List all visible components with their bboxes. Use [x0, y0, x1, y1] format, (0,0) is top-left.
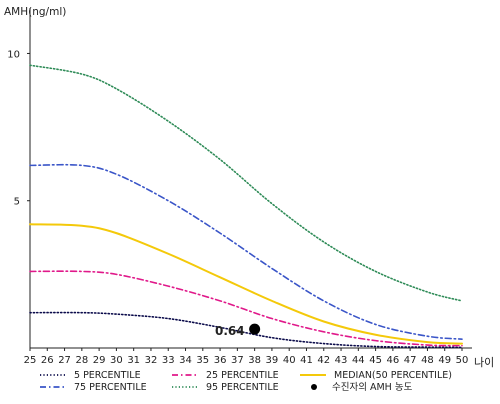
y-tick-label: 5 — [14, 197, 20, 208]
x-tick-label: 36 — [214, 355, 227, 366]
x-axis-title: 나이 — [474, 356, 494, 369]
x-tick-label: 46 — [387, 355, 400, 366]
series-lines — [29, 64, 463, 349]
patient-amh-marker — [249, 323, 261, 335]
legend-label: 95 PERCENTILE — [206, 382, 279, 393]
x-tick-label: 38 — [248, 355, 261, 366]
x-tick-label: 27 — [58, 355, 71, 366]
x-tick-label: 49 — [438, 355, 451, 366]
x-tick-label: 26 — [41, 355, 54, 366]
x-tick-label: 28 — [75, 355, 88, 366]
legend-label: 5 PERCENTILE — [74, 370, 141, 381]
x-tick-label: 29 — [93, 355, 106, 366]
x-tick-label: 32 — [145, 355, 158, 366]
x-tick-label: 47 — [404, 355, 417, 366]
series-line-median-50-percentile — [29, 223, 463, 345]
x-tick-label: 25 — [24, 355, 37, 366]
x-tick-label: 50 — [456, 355, 469, 366]
series-line-95-percentile — [29, 64, 463, 302]
legend: 5 PERCENTILE 25 PERCENTILE MEDIAN(50 PERCE… — [40, 370, 452, 393]
series-line-75-percentile — [29, 163, 463, 340]
series-line-5-percentile — [29, 311, 463, 349]
x-tick-label: 39 — [266, 355, 279, 366]
y-axis-title: AMH(ng/ml) — [4, 6, 66, 18]
x-tick-label: 31 — [127, 355, 140, 366]
patient-amh-value-label: 0.64 — [215, 324, 245, 338]
legend-label: 75 PERCENTILE — [74, 382, 147, 393]
axes: AMH(ng/ml) 나이 — [4, 6, 494, 369]
x-tick-label: 43 — [335, 355, 348, 366]
series-line-25-percentile — [29, 270, 463, 347]
legend-label: MEDIAN(50 PERCENTILE) — [334, 370, 452, 381]
legend-label: 25 PERCENTILE — [206, 370, 279, 381]
x-tick-label: 48 — [421, 355, 434, 366]
legend-marker-swatch — [311, 384, 317, 390]
x-tick-label: 30 — [110, 355, 123, 366]
x-tick-label: 34 — [179, 355, 192, 366]
x-tick-label: 41 — [300, 355, 313, 366]
x-tick-label: 37 — [231, 355, 244, 366]
x-tick-label: 42 — [317, 355, 330, 366]
x-tick-label: 45 — [369, 355, 382, 366]
marker-layer: 0.64 — [215, 323, 261, 338]
x-tick-label: 44 — [352, 355, 365, 366]
x-tick-label: 35 — [196, 355, 209, 366]
y-tick-label: 10 — [7, 49, 20, 60]
axis-ticks: 25 26 27 28 29 30 31 32 33 34 35 36 37 38 39 40 41 42 43 44… — [7, 49, 468, 366]
x-tick-label: 40 — [283, 355, 296, 366]
x-tick-label: 33 — [162, 355, 175, 366]
legend-marker-label: 수진자의 AMH 농도 — [332, 382, 413, 393]
